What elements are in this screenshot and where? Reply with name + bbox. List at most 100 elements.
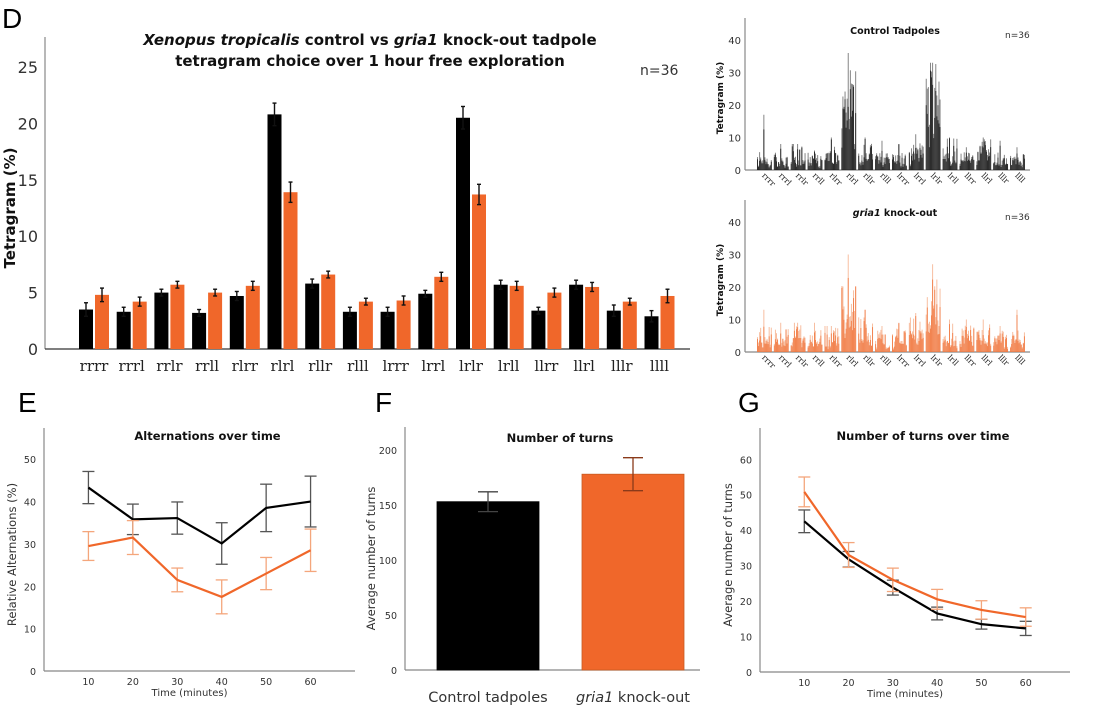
individual-bar [962,161,964,170]
category-individual-bars [959,319,975,352]
individual-bar [833,332,834,352]
y-tick-label: 40 [728,218,741,229]
y-tick-label: 30 [740,562,752,573]
bar-knockout [509,285,524,349]
individual-bar [865,327,867,352]
individual-bar [944,339,946,352]
individual-bar [953,346,955,352]
individual-bar [765,164,767,170]
individual-bar [820,335,822,352]
individual-bar [892,335,893,352]
individual-bar [965,152,967,170]
chart-title-line2: tetragram choice over 1 hour free explor… [175,52,565,70]
individual-bar [825,158,827,170]
individual-bar [895,337,897,352]
individual-bar [862,164,864,170]
category-group [606,297,637,349]
individual-bar [765,343,767,352]
individual-bar [829,152,831,170]
y-tick-label: 20 [18,114,38,133]
individual-bar [888,347,890,352]
individual-bar [871,146,872,170]
individual-bar [791,346,793,352]
individual-bar [796,329,798,352]
individual-bar [866,341,868,352]
individual-bar [903,331,905,352]
individual-bar [864,309,866,352]
individual-bar [858,333,860,352]
individual-bar [783,165,785,170]
individual-bar [961,160,963,170]
individual-bar [768,336,770,352]
y-tick-label: 10 [740,633,752,644]
individual-bar [1010,157,1012,170]
individual-bar [1000,342,1002,352]
individual-bar [930,70,931,170]
category-group [305,270,336,349]
category-group [569,279,600,349]
individual-bar [917,344,919,352]
individual-bar [989,327,991,352]
bar-control [267,114,282,349]
individual-bar [919,331,921,352]
series-knockout [82,519,317,615]
individual-bar [837,337,839,352]
x-tick-label: 10 [798,678,810,689]
individual-bar [778,162,780,170]
category-individual-bars [757,309,772,352]
x-tick-label: rlrl [844,171,860,187]
bar-control [644,316,659,349]
chart-title: Number of turns over time [837,429,1010,443]
individual-bar [872,327,874,352]
individual-bar [1011,165,1013,170]
title-part: knock-out tadpole [438,31,597,49]
individual-bar [784,346,786,352]
individual-bar [795,338,796,352]
individual-bar [866,160,868,170]
individual-bar [928,332,930,352]
y-axis-label: Tetragram (%) [1,148,19,269]
individual-bar [963,343,965,352]
individual-bar [799,338,801,352]
category-individual-bars [841,254,857,352]
sample-size-annotation: n=36 [1005,213,1030,223]
individual-bar [795,162,796,170]
category-group [79,287,109,349]
individual-bar [990,345,992,352]
category-label-knockout: gria1 knock-out [576,690,690,706]
individual-bar [956,148,958,170]
individual-bar [844,99,846,170]
individual-bar [808,165,810,170]
individual-bar [927,331,929,352]
individual-bar [879,160,881,170]
inset-title: gria1 knock-out [853,208,938,219]
individual-bar [981,340,983,352]
individual-bar [1019,342,1021,352]
x-tick-label: 30 [887,678,899,689]
category-individual-bars [757,114,772,170]
individual-bar [881,334,883,352]
individual-bar [862,342,864,352]
category-group [418,271,449,349]
individual-bar [757,159,758,170]
individual-bar [875,159,877,170]
individual-bar [936,304,938,352]
bar-control [606,310,621,349]
panel-f-turns-bar-chart: F 0 50 100 150 200 Average number of turns Numb… [364,387,700,706]
category-individual-bars [807,322,823,352]
x-tick-label: rrrl [119,357,146,375]
x-tick-label: 50 [975,678,987,689]
individual-bar [824,332,826,352]
individual-bar [791,146,793,170]
individual-bar [808,345,810,352]
individual-bar [884,163,886,170]
sample-size-annotation: n=36 [640,63,679,79]
individual-bar [883,344,885,352]
series-control [82,470,317,565]
individual-bar [909,331,911,352]
category-group [531,287,562,349]
individual-bar [899,343,901,352]
individual-bar [804,160,806,170]
x-tick-label: 40 [216,677,228,688]
individual-bar [1000,167,1002,170]
